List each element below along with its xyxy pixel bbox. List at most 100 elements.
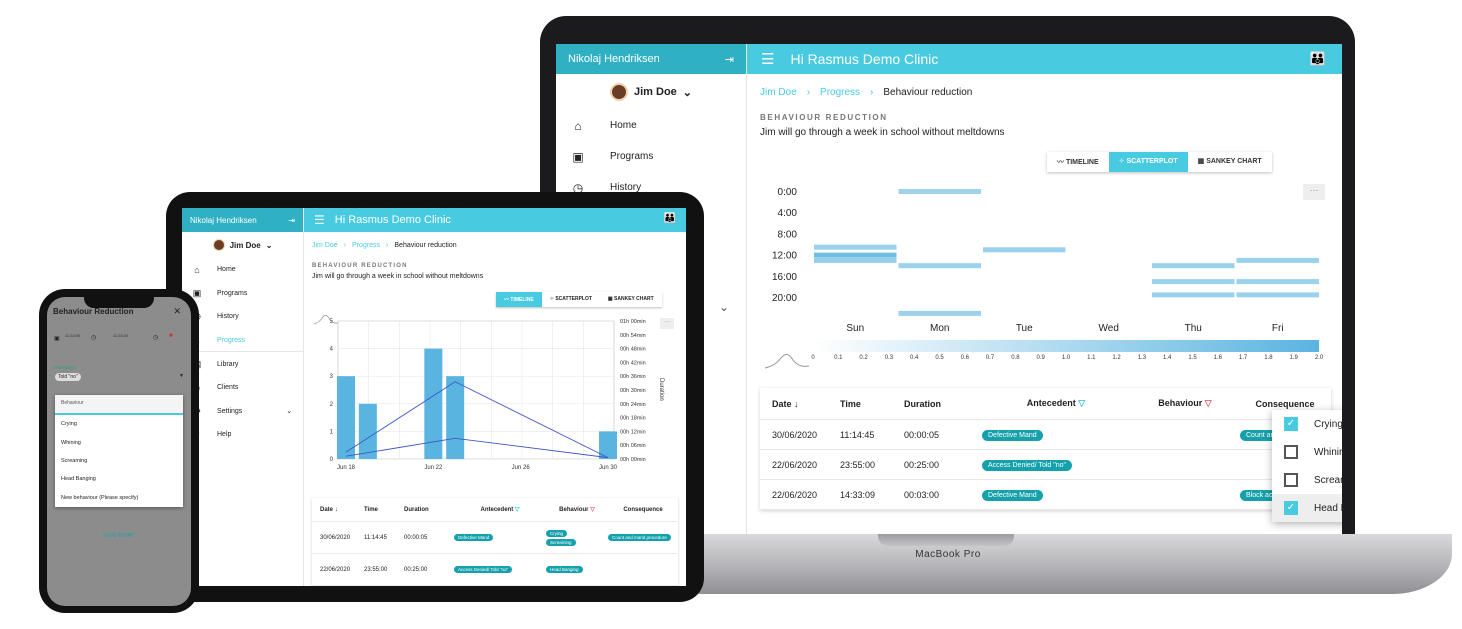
column-time: Time — [364, 506, 378, 513]
column-behaviour[interactable]: Behaviour ▽ — [546, 506, 608, 513]
client-selector[interactable]: Jim Doe ⌄ — [182, 232, 303, 258]
cell-date: 30/06/2020 — [320, 534, 351, 541]
tab-sankey[interactable]: ▦ SANKEY CHART — [1187, 152, 1272, 172]
table-row[interactable]: 30/06/2020 11:14:45 00:00:05 Defective M… — [760, 420, 1331, 450]
column-date[interactable]: Date ↓ — [312, 507, 358, 513]
tab-sankey[interactable]: ▦ SANKEY CHART — [599, 292, 662, 307]
bar — [358, 403, 377, 459]
cell-date: 22/06/2020 — [320, 566, 351, 573]
breadcrumb-current: Behaviour reduction — [394, 242, 457, 249]
list-item[interactable]: Screaming — [61, 457, 88, 464]
logout-icon[interactable]: ⇥ — [288, 215, 295, 225]
scale-tick-label: 0.1 — [834, 355, 843, 361]
column-antecedent[interactable]: Antecedent ▽ — [970, 398, 1130, 409]
y2-tick-label: 00h 54min — [620, 333, 646, 339]
filter-option-screaming[interactable]: Screaming — [1272, 466, 1342, 494]
section-description: Jim will go through a week in school wit… — [312, 273, 484, 280]
menu-icon[interactable]: ☰ — [314, 213, 325, 227]
breadcrumb: Jim Doe › Progress › Behaviour reduction — [747, 74, 1342, 98]
family-icon[interactable]: 👪 — [1309, 51, 1326, 66]
table-row[interactable]: 22/06/2020 14:33:09 00:03:00 Defective M… — [760, 480, 1331, 510]
sidebar-item-settings[interactable]: ⚙Settings⌄ — [182, 400, 303, 424]
sidebar-item-library[interactable]: ▤Library — [182, 352, 303, 376]
sidebar-item-home[interactable]: ⌂ Home — [182, 258, 303, 282]
x-tick-label: Sun — [846, 323, 864, 334]
sidebar-item-label: History — [217, 313, 239, 321]
filter-option-whining[interactable]: Whining — [1272, 438, 1342, 466]
filter-option-head-banging[interactable]: ✓ Head Banging — [1272, 494, 1342, 522]
table-row[interactable]: 30/06/2020 11:14:45 00:00:05 Defective M… — [312, 522, 678, 554]
breadcrumb-client[interactable]: Jim Doe — [312, 242, 338, 249]
column-behaviour[interactable]: Behaviour ▽ — [1130, 398, 1240, 409]
sidebar-item-help[interactable]: ?Help — [182, 423, 303, 447]
column-consequence: Consequence — [1255, 398, 1315, 409]
filter-icon[interactable]: ▽ — [514, 507, 520, 513]
chevron-right-icon: › — [870, 87, 874, 98]
tab-scatterplot[interactable]: ⁘ SCATTERPLOT — [1108, 152, 1188, 172]
timeline-icon: 〰 — [1057, 159, 1066, 166]
dropdown-arrow-icon[interactable]: ▼ — [179, 373, 184, 379]
cell-antecedent: Defective Mand — [970, 489, 1130, 501]
column-date[interactable]: Date ↓ — [760, 399, 830, 409]
header-label: Date — [320, 506, 334, 513]
sidebar-item-home[interactable]: ⌂ Home — [556, 110, 746, 141]
client-selector[interactable]: Jim Doe ⌄ — [556, 74, 746, 110]
chevron-down-icon[interactable]: ⌄ — [719, 300, 730, 314]
sidebar-item-history[interactable]: ◷History — [556, 172, 746, 203]
table-row[interactable]: 22/06/2020 23:55:00 00:25:00 Access Deni… — [312, 554, 678, 586]
list-item[interactable]: Crying — [61, 421, 77, 428]
antecedent-label: Antecedent — [53, 365, 76, 370]
y-tick-label: 3 — [330, 374, 334, 380]
breadcrumb-client[interactable]: Jim Doe — [760, 87, 797, 98]
column-antecedent[interactable]: Antecedent ▽ — [450, 506, 546, 513]
save-entry-button[interactable]: SAVE ENTRY — [103, 533, 135, 539]
sidebar-item-programs[interactable]: ▣ Programs — [182, 282, 303, 306]
family-icon[interactable]: 👪 — [663, 213, 676, 224]
sidebar-nav: ⌂ Home ▣ Programs ◷History ▲Progress ▤Libr… — [182, 258, 303, 447]
checkbox-checked[interactable]: ✓ — [1284, 501, 1298, 515]
antecedent-chip[interactable]: Told "no" — [55, 373, 81, 381]
scale-tick-label: 1.1 — [1087, 355, 1096, 361]
filter-icon[interactable]: ▽ — [590, 507, 595, 513]
more-options-button[interactable]: ··· — [1303, 184, 1325, 200]
logout-icon[interactable]: ⇥ — [724, 53, 734, 66]
x-tick-label: Wed — [1099, 323, 1119, 334]
sidebar-item-clients[interactable]: ☺Clients — [182, 376, 303, 400]
scale-tick-label: 1.8 — [1264, 355, 1273, 361]
more-options-button[interactable]: ··· — [660, 318, 674, 329]
tab-timeline[interactable]: 〰 TIMELINE — [496, 292, 542, 307]
checkbox[interactable] — [1284, 445, 1298, 459]
close-icon[interactable]: ✕ — [173, 306, 181, 316]
breadcrumb-progress[interactable]: Progress — [352, 242, 381, 249]
start-time[interactable]: 11:33:00 — [65, 333, 81, 338]
scale-tick-label: 0.4 — [910, 355, 919, 361]
tab-scatterplot[interactable]: ⁘ SCATTERPLOT — [541, 292, 600, 307]
list-item[interactable]: Whining — [61, 439, 81, 446]
sidebar-item-progress[interactable]: ▲Progress — [182, 329, 303, 353]
list-item[interactable]: New behaviour (Please specify) — [61, 494, 139, 501]
sidebar-item-programs[interactable]: ▣ Programs — [556, 141, 746, 172]
breadcrumb-progress[interactable]: Progress — [820, 87, 861, 98]
sidebar-item-history[interactable]: ◷History — [182, 305, 303, 329]
table-row[interactable]: 22/06/2020 23:55:00 00:25:00 Access Deni… — [760, 450, 1331, 480]
heatmap-cell — [1152, 279, 1235, 285]
filter-icon[interactable]: ▽ — [1204, 398, 1212, 408]
checkbox-checked[interactable]: ✓ — [1284, 417, 1298, 431]
clock-icon: ◷ — [91, 335, 97, 341]
chevron-down-icon: ⌄ — [265, 240, 273, 250]
behaviour-search[interactable]: Behaviour — [55, 395, 183, 415]
clinic-title: Hi Rasmus Demo Clinic — [334, 214, 451, 226]
list-item[interactable]: Head Banging — [61, 476, 96, 483]
filter-option-crying[interactable]: ✓ Crying — [1272, 410, 1342, 438]
sparkline-icon — [313, 315, 339, 325]
y2-tick-label: 01h 00min — [620, 319, 646, 325]
checkbox[interactable] — [1284, 473, 1298, 487]
y2-axis-label: Duration — [658, 378, 664, 401]
tab-timeline[interactable]: 〰 TIMELINE — [1047, 152, 1109, 172]
end-time[interactable]: 11:33:24 — [113, 333, 129, 338]
tab-label: TIMELINE — [510, 297, 534, 303]
filter-icon[interactable]: ▽ — [1078, 398, 1086, 408]
menu-icon[interactable]: ☰ — [761, 51, 775, 68]
y-tick-label: 20:00 — [772, 293, 797, 304]
stop-icon[interactable]: ■ — [169, 333, 173, 339]
